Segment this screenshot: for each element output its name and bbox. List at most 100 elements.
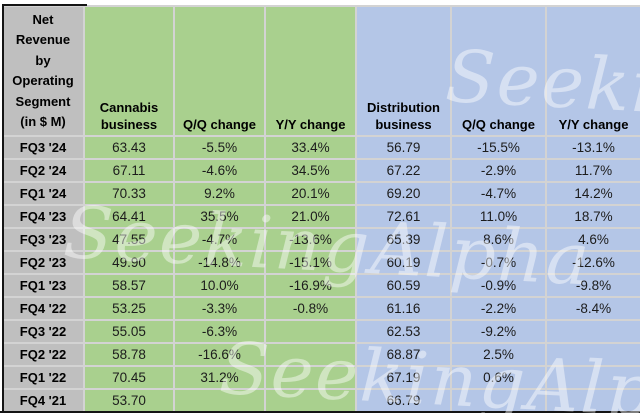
table-cell-distribution-yy: 4.6%: [547, 229, 640, 250]
table-cell-cannabis-qq: -4.6%: [175, 160, 264, 181]
row-label: FQ3 '24: [3, 137, 83, 158]
table-cell-cannabis-revenue: 53.25: [85, 298, 173, 319]
row-label: FQ4 '23: [3, 206, 83, 227]
table-cell-cannabis-qq: 35.5%: [175, 206, 264, 227]
table-cell-cannabis-yy: 21.0%: [266, 206, 355, 227]
table-cell-cannabis-qq: 31.2%: [175, 367, 264, 388]
row-label: FQ2 '23: [3, 252, 83, 273]
title-line: by: [35, 52, 51, 68]
table-cell-cannabis-revenue: 70.33: [85, 183, 173, 204]
table-cell-distribution-yy: [547, 344, 640, 365]
table-cell-distribution-qq: 2.5%: [452, 344, 545, 365]
table-cell-distribution-revenue: 60.19: [357, 252, 450, 273]
table-cell-cannabis-qq: -16.6%: [175, 344, 264, 365]
column-header-distribution-yy-change: Y/Y change: [547, 7, 640, 135]
table-cell-cannabis-yy: 33.4%: [266, 137, 355, 158]
table-outer-border-top: [2, 4, 87, 6]
table-cell-cannabis-qq: -6.3%: [175, 321, 264, 342]
row-label: FQ2 '22: [3, 344, 83, 365]
row-label: FQ4 '21: [3, 390, 83, 411]
table-cell-distribution-yy: 14.2%: [547, 183, 640, 204]
table-cell-distribution-qq: -4.7%: [452, 183, 545, 204]
table-cell-cannabis-yy: 20.1%: [266, 183, 355, 204]
table-cell-cannabis-revenue: 53.70: [85, 390, 173, 411]
row-label: FQ1 '24: [3, 183, 83, 204]
table-cell-cannabis-yy: [266, 390, 355, 411]
table-cell-distribution-yy: [547, 367, 640, 388]
table-cell-distribution-revenue: 62.53: [357, 321, 450, 342]
table-cell-distribution-qq: -9.2%: [452, 321, 545, 342]
table-cell-cannabis-yy: -16.9%: [266, 275, 355, 296]
table-cell-distribution-yy: -9.8%: [547, 275, 640, 296]
row-label: FQ1 '22: [3, 367, 83, 388]
table-cell-distribution-yy: 18.7%: [547, 206, 640, 227]
segment-revenue-table: Net Revenue by Operating Segment (in $ M…: [3, 5, 640, 411]
table-cell-distribution-revenue: 65.39: [357, 229, 450, 250]
table-cell-cannabis-yy: [266, 344, 355, 365]
table-cell-cannabis-qq: 10.0%: [175, 275, 264, 296]
table-cell-cannabis-yy: -15.1%: [266, 252, 355, 273]
column-header-distribution-business: Distribution business: [357, 7, 450, 135]
table-cell-distribution-yy: -8.4%: [547, 298, 640, 319]
table-cell-distribution-qq: -2.2%: [452, 298, 545, 319]
table-cell-cannabis-revenue: 55.05: [85, 321, 173, 342]
row-label: FQ3 '22: [3, 321, 83, 342]
table-outer-border-left: [2, 4, 4, 413]
row-label: FQ3 '23: [3, 229, 83, 250]
title-line: Revenue: [15, 32, 71, 47]
table-cell-cannabis-revenue: 64.41: [85, 206, 173, 227]
row-label: FQ4 '22: [3, 298, 83, 319]
table-title-cell: Net Revenue by Operating Segment (in $ M…: [3, 7, 83, 135]
table-cell-distribution-revenue: 61.16: [357, 298, 450, 319]
column-header-cannabis-yy-change: Y/Y change: [266, 7, 355, 135]
table-cell-cannabis-qq: [175, 390, 264, 411]
table-cell-cannabis-revenue: 49.90: [85, 252, 173, 273]
table-cell-cannabis-qq: -14.8%: [175, 252, 264, 273]
table-cell-distribution-qq: 11.0%: [452, 206, 545, 227]
table-cell-cannabis-qq: -4.7%: [175, 229, 264, 250]
table-cell-distribution-qq: 8.6%: [452, 229, 545, 250]
table-cell-distribution-qq: -2.9%: [452, 160, 545, 181]
table-cell-distribution-yy: -13.1%: [547, 137, 640, 158]
table-cell-cannabis-qq: -3.3%: [175, 298, 264, 319]
column-header-cannabis-qq-change: Q/Q change: [175, 7, 264, 135]
table-cell-distribution-revenue: 66.79: [357, 390, 450, 411]
table-cell-distribution-qq: -0.7%: [452, 252, 545, 273]
table-cell-cannabis-yy: -0.8%: [266, 298, 355, 319]
title-line: (in $ M): [20, 114, 66, 129]
table-outer-border-bottom: [0, 411, 640, 413]
table-cell-distribution-revenue: 72.61: [357, 206, 450, 227]
table-cell-distribution-qq: -0.9%: [452, 275, 545, 296]
table-cell-distribution-revenue: 60.59: [357, 275, 450, 296]
table-cell-cannabis-revenue: 47.55: [85, 229, 173, 250]
table-cell-distribution-revenue: 56.79: [357, 137, 450, 158]
column-header-distribution-qq-change: Q/Q change: [452, 7, 545, 135]
table-cell-cannabis-revenue: 58.78: [85, 344, 173, 365]
table-cell-distribution-revenue: 67.22: [357, 160, 450, 181]
table-cell-distribution-qq: -15.5%: [452, 137, 545, 158]
table-cell-distribution-yy: [547, 390, 640, 411]
table-cell-cannabis-revenue: 70.45: [85, 367, 173, 388]
table-cell-cannabis-yy: [266, 321, 355, 342]
column-header-cannabis-business: Cannabis business: [85, 7, 173, 135]
table-cell-cannabis-revenue: 58.57: [85, 275, 173, 296]
table-cell-cannabis-revenue: 63.43: [85, 137, 173, 158]
table-cell-cannabis-yy: -13.6%: [266, 229, 355, 250]
table-cell-distribution-yy: 11.7%: [547, 160, 640, 181]
table-cell-distribution-revenue: 68.87: [357, 344, 450, 365]
title-line: Segment: [15, 93, 71, 109]
row-label: FQ2 '24: [3, 160, 83, 181]
table-cell-distribution-yy: [547, 321, 640, 342]
table-cell-distribution-revenue: 69.20: [357, 183, 450, 204]
table-cell-distribution-qq: 0.6%: [452, 367, 545, 388]
table-cell-distribution-revenue: 67.19: [357, 367, 450, 388]
table-cell-distribution-yy: -12.6%: [547, 252, 640, 273]
table-cell-cannabis-qq: -5.5%: [175, 137, 264, 158]
table-cell-cannabis-yy: [266, 367, 355, 388]
title-line: Net: [32, 11, 54, 27]
table-cell-distribution-qq: [452, 390, 545, 411]
row-label: FQ1 '23: [3, 275, 83, 296]
table-cell-cannabis-qq: 9.2%: [175, 183, 264, 204]
table-cell-cannabis-yy: 34.5%: [266, 160, 355, 181]
